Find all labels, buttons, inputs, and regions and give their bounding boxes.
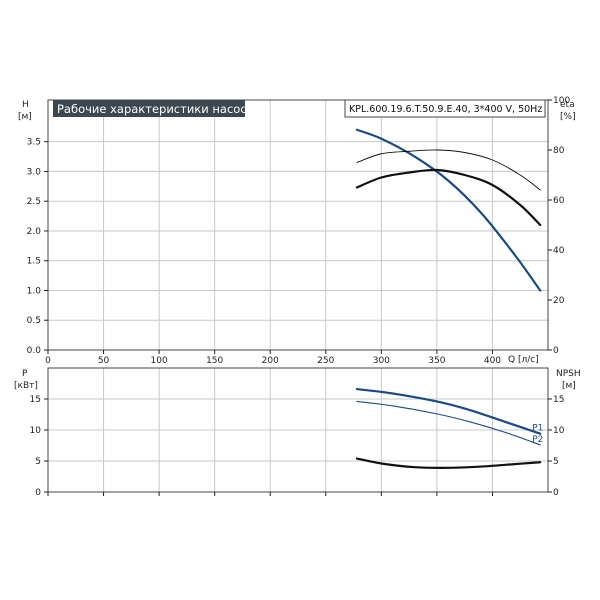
bottom-left-tick-label: 0 bbox=[35, 488, 41, 498]
bottom-left-tick-label: 15 bbox=[30, 395, 41, 405]
top-x-tick-label: 0 bbox=[45, 356, 51, 366]
p1-power-curve-label: P1 bbox=[532, 424, 543, 434]
top-right-tick-label: 80 bbox=[553, 146, 565, 156]
top-left-tick-label: 1.0 bbox=[27, 286, 42, 296]
bottom-right-tick-label: 10 bbox=[553, 426, 565, 436]
top-right-tick-label: 100 bbox=[553, 96, 570, 106]
top-x-tick-label: 350 bbox=[428, 356, 445, 366]
top-right-tick-label: 40 bbox=[553, 246, 565, 256]
top-left-tick-label: 3.5 bbox=[27, 138, 41, 148]
p2-power-curve-label: P2 bbox=[532, 435, 543, 445]
p2-power-curve bbox=[356, 400, 541, 446]
efficiency-axis-label: eta bbox=[560, 100, 575, 110]
top-x-tick-label: 400 bbox=[484, 356, 501, 366]
head-axis-unit: [м] bbox=[18, 112, 32, 122]
top-tick-labels: 0.0 0.5 1.0 1.5 2.0 2.5 3.0 3.5 0 20 40 60 80 100 0 50 1… bbox=[27, 96, 571, 366]
power-axis-label: P bbox=[22, 369, 28, 379]
model-label: KPL.600.19.6.T.50.9.E.40, 3*400 V, 50Hz bbox=[349, 104, 542, 115]
head-curve bbox=[355, 128, 542, 292]
top-x-tick-label: 200 bbox=[262, 356, 279, 366]
chart-title: Рабочие характеристики насоса bbox=[57, 102, 254, 116]
bottom-right-tick-label: 15 bbox=[553, 395, 564, 405]
flow-axis-label: Q [л/с] bbox=[508, 355, 539, 365]
eff-curve bbox=[356, 149, 541, 191]
npsh-axis-unit: [м] bbox=[562, 381, 576, 391]
top-gridlines bbox=[48, 100, 548, 350]
top-right-tick-label: 0 bbox=[553, 346, 559, 356]
bottom-right-tick-label: 0 bbox=[553, 488, 559, 498]
top-left-tick-label: 1.5 bbox=[27, 257, 41, 267]
top-right-tick-label: 20 bbox=[553, 296, 565, 306]
top-right-tick-label: 60 bbox=[553, 196, 565, 206]
eff-curve bbox=[355, 168, 542, 227]
power-axis-unit: [кВт] bbox=[14, 381, 38, 391]
top-x-tick-label: 300 bbox=[373, 356, 390, 366]
top-x-tick-label: 50 bbox=[98, 356, 110, 366]
top-x-tick-label: 250 bbox=[317, 356, 334, 366]
top-x-tick-label: 150 bbox=[206, 356, 223, 366]
npsh-axis-label: NPSH bbox=[556, 369, 581, 379]
top-series-group bbox=[355, 128, 542, 292]
head-axis-label: H bbox=[22, 100, 29, 110]
chart-title-box bbox=[53, 100, 245, 117]
top-left-tick-label: 2.0 bbox=[27, 227, 42, 237]
bottom-tick-labels: 0 5 10 15 0 5 10 15 bbox=[30, 395, 565, 498]
bottom-left-tick-label: 5 bbox=[35, 457, 41, 467]
p1-power-curve bbox=[355, 387, 542, 435]
efficiency-axis-unit: [%] bbox=[560, 112, 576, 122]
top-plot-frame bbox=[47, 99, 549, 351]
top-left-tick-label: 0.0 bbox=[27, 346, 42, 356]
top-left-tick-label: 2.5 bbox=[27, 197, 41, 207]
bottom-left-tick-label: 10 bbox=[30, 426, 42, 436]
npsh-curve bbox=[355, 457, 542, 469]
top-x-tick-label: 100 bbox=[151, 356, 168, 366]
bottom-right-tick-label: 5 bbox=[553, 457, 559, 467]
bottom-gridlines bbox=[48, 368, 548, 492]
top-left-tick-label: 0.5 bbox=[27, 316, 41, 326]
model-label-box bbox=[344, 99, 546, 118]
top-left-tick-label: 3.0 bbox=[27, 167, 42, 177]
